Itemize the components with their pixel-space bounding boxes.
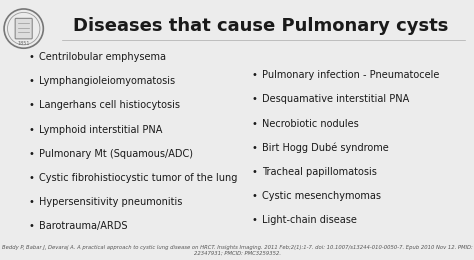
Text: Cystic fibrohistiocystic tumor of the lung: Cystic fibrohistiocystic tumor of the lu… xyxy=(39,173,237,183)
Text: Centrilobular emphysema: Centrilobular emphysema xyxy=(39,52,166,62)
FancyBboxPatch shape xyxy=(15,18,32,39)
Text: Necrobiotic nodules: Necrobiotic nodules xyxy=(262,119,358,128)
Text: Pulmonary infection - Pneumatocele: Pulmonary infection - Pneumatocele xyxy=(262,70,439,80)
Text: •: • xyxy=(251,94,257,104)
Text: •: • xyxy=(28,149,34,159)
Text: •: • xyxy=(251,191,257,201)
Text: Beddy P, Babar J, Devaraj A. A practical approach to cystic lung disease on HRCT: Beddy P, Babar J, Devaraj A. A practical… xyxy=(1,244,473,255)
Text: •: • xyxy=(251,70,257,80)
Text: •: • xyxy=(251,215,257,225)
Text: Light-chain disease: Light-chain disease xyxy=(262,215,356,225)
Text: •: • xyxy=(28,221,34,231)
Text: Cystic mesenchymomas: Cystic mesenchymomas xyxy=(262,191,381,201)
Text: •: • xyxy=(28,100,34,110)
Text: •: • xyxy=(251,119,257,128)
Text: •: • xyxy=(28,173,34,183)
Text: Langerhans cell histiocytosis: Langerhans cell histiocytosis xyxy=(39,100,180,110)
Text: •: • xyxy=(28,76,34,86)
Text: 1851: 1851 xyxy=(18,41,30,46)
Text: Pulmonary Mt (Squamous/ADC): Pulmonary Mt (Squamous/ADC) xyxy=(39,149,193,159)
Text: Hypersensitivity pneumonitis: Hypersensitivity pneumonitis xyxy=(39,197,182,207)
Text: Diseases that cause Pulmonary cysts: Diseases that cause Pulmonary cysts xyxy=(73,17,448,35)
Text: •: • xyxy=(251,143,257,153)
Text: Lymphoid interstitial PNA: Lymphoid interstitial PNA xyxy=(39,125,162,134)
Text: Tracheal papillomatosis: Tracheal papillomatosis xyxy=(262,167,376,177)
Text: •: • xyxy=(28,52,34,62)
Text: Birt Hogg Dubé syndrome: Birt Hogg Dubé syndrome xyxy=(262,143,388,153)
Text: •: • xyxy=(28,125,34,134)
Text: Lymphangioleiomyomatosis: Lymphangioleiomyomatosis xyxy=(39,76,175,86)
Text: Barotrauma/ARDS: Barotrauma/ARDS xyxy=(39,221,128,231)
Text: Desquamative interstitial PNA: Desquamative interstitial PNA xyxy=(262,94,409,104)
Text: •: • xyxy=(28,197,34,207)
Text: •: • xyxy=(251,167,257,177)
